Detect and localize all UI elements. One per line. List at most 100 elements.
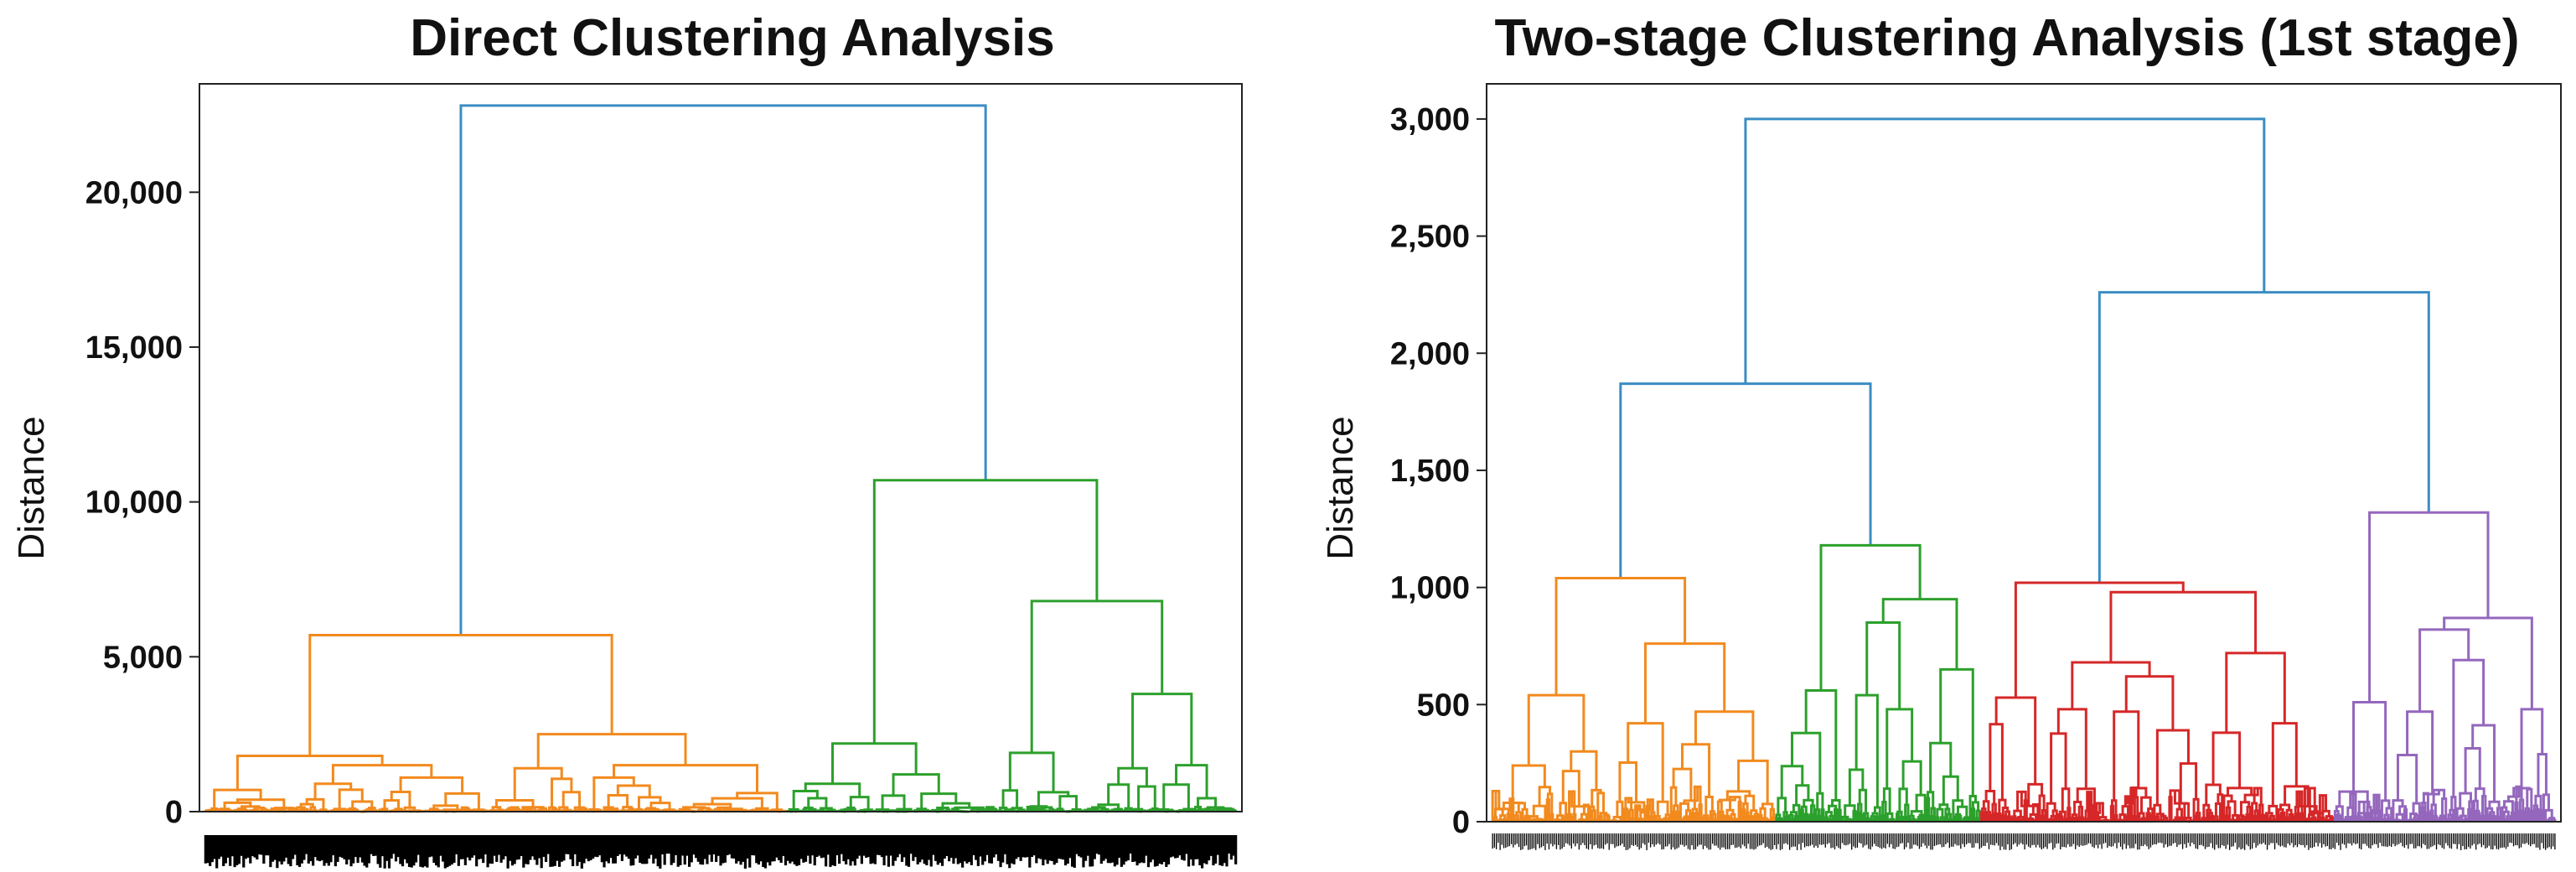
dendrogram-link [1744, 117, 2266, 384]
dendrogram-link [2225, 806, 2232, 822]
dendrogram-link [2070, 816, 2075, 822]
dendrogram-link [1916, 818, 1921, 822]
dendrogram-link [2450, 796, 2457, 822]
dendrogram-link [2488, 811, 2496, 817]
dendrogram-link [2174, 816, 2180, 822]
dendrogram-link [2452, 658, 2485, 797]
dendrogram-link [1672, 810, 1677, 822]
dendrogram-link [881, 794, 906, 810]
dendrogram-link [1775, 813, 1782, 822]
dendrogram-link [1129, 808, 1135, 812]
dendrogram-link [2295, 812, 2301, 822]
y-tick-label: 1,000 [1390, 571, 1470, 606]
dendrogram-link [2279, 803, 2291, 811]
dendrogram-link [2124, 675, 2175, 731]
dendrogram-link [2207, 812, 2213, 822]
dendrogram-link [1197, 797, 1218, 807]
dendrogram-link [945, 808, 951, 812]
dendrogram-link [2441, 797, 2448, 822]
dendrogram-link [2253, 786, 2263, 805]
dendrogram-link [2418, 628, 2470, 712]
dendrogram-link [1627, 798, 1646, 810]
dendrogram-link [1131, 693, 1193, 769]
dendrogram-link [1619, 382, 1872, 579]
dendrogram-link [2524, 807, 2530, 822]
dendrogram-link [1782, 811, 1788, 822]
dendrogram-link [1971, 801, 1980, 812]
dendrogram-link [892, 773, 940, 796]
dendrogram-link [2372, 817, 2378, 822]
dendrogram-link [1981, 807, 1987, 822]
dendrogram-link [1749, 815, 1754, 822]
dendrogram-link [1942, 775, 1959, 805]
dendrogram-link [1753, 812, 1759, 822]
dendrogram-link [1628, 808, 1634, 822]
dendrogram-link [1953, 815, 1958, 822]
dendrogram-link [2526, 787, 2533, 812]
dendrogram-link [2523, 810, 2528, 822]
dendrogram-link [2194, 814, 2200, 822]
dendrogram-link [1729, 796, 1741, 811]
dendrogram-link [1713, 818, 1718, 822]
dendrogram-link [2155, 729, 2190, 806]
dendrogram-link [2480, 795, 2487, 822]
dendrogram-link [2321, 809, 2330, 818]
dendrogram-link [2169, 789, 2181, 810]
dendrogram-link [1694, 812, 1699, 822]
dendrogram-link [2468, 800, 2474, 822]
dendrogram-link [730, 807, 736, 812]
dendrogram-link [1634, 804, 1642, 822]
dendrogram-link [2175, 807, 2183, 818]
dendrogram-link [872, 479, 1099, 744]
dendrogram-link [1698, 803, 1703, 822]
dendrogram-link [2491, 814, 2496, 822]
dendrogram-link [1805, 814, 1810, 822]
dendrogram-link [1507, 808, 1513, 822]
dendrogram-link [1844, 804, 1856, 818]
dendrogram-link [1592, 818, 1598, 822]
dendrogram-link [2429, 809, 2434, 822]
dendrogram-link [1968, 794, 1977, 822]
dendrogram-link [1769, 807, 1776, 822]
dendrogram-link [941, 802, 971, 808]
dendrogram-link [1869, 818, 1874, 822]
dendrogram-link [1910, 810, 1923, 817]
dendrogram-link [1554, 576, 1687, 696]
dendrogram-link [1529, 815, 1539, 822]
y-tick-label: 0 [1452, 805, 1470, 840]
dendrogram-link [1572, 812, 1577, 822]
dendrogram-link [1693, 785, 1702, 809]
dendrogram-link [920, 792, 958, 809]
dendrogram-link [1107, 783, 1130, 809]
dendrogram-link [2041, 809, 2047, 822]
dendrogram-link [2222, 794, 2233, 822]
dendrogram-link [2534, 807, 2540, 822]
dendrogram-link [331, 764, 433, 784]
dendrogram-link [2413, 814, 2419, 822]
dendrogram-link [1517, 802, 1527, 812]
dendrogram-link [2074, 817, 2079, 822]
leaf-label-strip [204, 835, 1238, 869]
dendrogram-link [2001, 806, 2010, 816]
dendrogram-link [1630, 817, 1635, 822]
dendrogram-link [2000, 814, 2005, 822]
dendrogram-link [1175, 764, 1208, 799]
dendrogram-link [1493, 807, 1504, 818]
dendrogram-link [2383, 813, 2390, 820]
dendrogram-link [1777, 797, 1787, 815]
dendrogram-link [2040, 814, 2046, 822]
dendrogram-link [592, 776, 635, 810]
dendrogram-link [2062, 818, 2067, 822]
dendrogram-link [1742, 802, 1749, 813]
dendrogram-link [1901, 760, 1922, 796]
dendrogram-link [807, 797, 828, 809]
dendrogram-link [2056, 708, 2087, 789]
dendrogram-link [1596, 792, 1606, 822]
dendrogram-link [2449, 808, 2455, 822]
dendrogram-link [351, 800, 374, 809]
y-axis-ticks: 0 5,000 10,000 15,000 20,000 [85, 175, 199, 830]
dendrogram-link [2008, 816, 2013, 822]
dendrogram-link [2420, 806, 2425, 822]
dendrogram-link [2455, 807, 2465, 822]
dendrogram-link [2239, 818, 2244, 822]
